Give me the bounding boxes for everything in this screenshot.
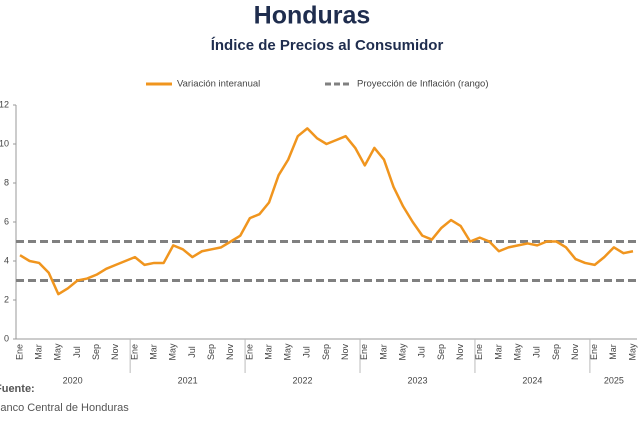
legend-label: Variación interanual xyxy=(177,79,260,90)
x-tick-label: Nov xyxy=(570,344,580,361)
x-tick-label: May xyxy=(512,343,522,361)
x-tick-label: Jul xyxy=(417,346,427,358)
x-tick-label: Ene xyxy=(14,344,24,360)
x-tick-label: Ene xyxy=(589,344,599,360)
y-tick-label: 6 xyxy=(4,216,9,226)
x-tick-label: Nov xyxy=(110,344,120,361)
y-tick-label: 10 xyxy=(0,138,9,148)
x-tick-label: May xyxy=(627,343,637,361)
x-tick-label: May xyxy=(168,343,178,361)
x-tick-label: Mar xyxy=(378,344,388,360)
x-tick-label: Ene xyxy=(359,344,369,360)
x-tick-label: Nov xyxy=(340,344,350,361)
year-label: 2020 xyxy=(63,375,83,385)
x-tick-label: Sep xyxy=(551,344,561,360)
legend-label: Proyección de Inflación (rango) xyxy=(357,79,489,90)
x-tick-label: Nov xyxy=(455,344,465,361)
x-tick-label: Mar xyxy=(263,344,273,360)
data-line xyxy=(19,127,634,296)
x-tick-label: Jul xyxy=(532,346,542,358)
year-label: 2022 xyxy=(293,375,313,385)
x-tick-label: Jul xyxy=(72,346,82,358)
chart-subtitle: Índice de Precios al Consumidor xyxy=(211,37,444,54)
y-tick-label: 12 xyxy=(0,99,9,109)
x-tick-label: Jul xyxy=(187,346,197,358)
x-tick-label: Sep xyxy=(91,344,101,360)
x-tick-label: Mar xyxy=(493,344,503,360)
x-tick-label: Mar xyxy=(608,344,618,360)
year-label: 2025 xyxy=(604,375,624,385)
source: Banco Central de Honduras xyxy=(0,402,129,414)
x-tick-label: Ene xyxy=(129,344,139,360)
source-label: Fuente: xyxy=(0,383,35,395)
y-tick-label: 2 xyxy=(4,294,9,304)
x-tick-label: Sep xyxy=(436,344,446,360)
x-tick-label: Ene xyxy=(244,344,254,360)
year-label: 2023 xyxy=(407,375,427,385)
x-tick-label: Mar xyxy=(148,344,158,360)
x-tick-label: Nov xyxy=(225,344,235,361)
y-tick-label: 0 xyxy=(4,333,9,343)
x-tick-label: May xyxy=(283,343,293,361)
x-tick-label: Mar xyxy=(34,344,44,360)
chart-title: Honduras xyxy=(254,2,371,30)
x-tick-label: Jul xyxy=(302,346,312,358)
x-tick-label: Ene xyxy=(474,344,484,360)
x-tick-label: Sep xyxy=(206,344,216,360)
x-tick-label: May xyxy=(398,343,408,361)
year-label: 2021 xyxy=(178,375,198,385)
y-tick-label: 8 xyxy=(4,177,9,187)
year-label: 2024 xyxy=(522,375,542,385)
y-tick-label: 4 xyxy=(4,255,9,265)
x-tick-label: Sep xyxy=(321,344,331,360)
x-tick-label: May xyxy=(53,343,63,361)
